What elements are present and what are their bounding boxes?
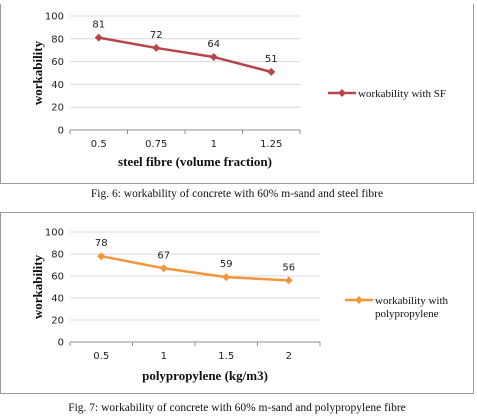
y-tick-label: 20 — [51, 316, 64, 327]
data-label: 72 — [150, 30, 163, 41]
legend-label: workability with SF — [358, 88, 446, 100]
data-point — [94, 33, 103, 42]
data-label: 56 — [282, 262, 295, 273]
y-axis-title: workability — [30, 40, 45, 105]
y-tick-label: 80 — [51, 34, 64, 45]
data-point — [209, 53, 218, 62]
data-label: 64 — [207, 39, 220, 50]
x-tick-label: 2 — [286, 351, 292, 362]
y-tick-label: 20 — [51, 103, 64, 114]
x-tick-label: 1 — [211, 139, 217, 150]
x-axis-title: polypropylene (kg/m3) — [142, 368, 268, 383]
x-tick-label: 0.5 — [93, 351, 109, 362]
y-tick-label: 0 — [58, 126, 64, 137]
data-point — [284, 276, 293, 285]
chart-frame-fig6 — [0, 0, 474, 184]
data-point — [97, 252, 106, 261]
y-tick-label: 60 — [51, 272, 64, 283]
y-tick-label: 0 — [58, 338, 64, 349]
series-line — [98, 36, 272, 74]
y-tick-label: 60 — [51, 57, 64, 68]
x-tick-label: 1.25 — [260, 139, 282, 150]
y-tick-label: 40 — [51, 80, 64, 91]
legend-swatch-marker — [355, 296, 363, 304]
data-point — [222, 273, 231, 282]
y-tick-label: 40 — [51, 294, 64, 305]
data-point — [267, 67, 276, 76]
y-tick-label: 80 — [51, 250, 64, 261]
data-label: 51 — [265, 54, 278, 65]
legend-label: workability with polypropylene — [375, 295, 449, 320]
chart-frame-fig7 — [0, 212, 474, 394]
legend-swatch-marker — [338, 89, 346, 97]
data-point — [159, 264, 168, 273]
data-label: 78 — [95, 238, 108, 249]
x-tick-label: 1 — [161, 351, 167, 362]
caption-fig6: Fig. 6: workability of concrete with 60%… — [90, 188, 384, 200]
x-tick-label: 0.5 — [91, 139, 107, 150]
series-line — [101, 254, 289, 282]
caption-fig7: Fig. 7: workability of concrete with 60%… — [68, 402, 406, 414]
data-label: 67 — [157, 250, 170, 261]
data-label: 81 — [92, 20, 105, 31]
x-axis-title: steel fibre (volume fraction) — [118, 154, 272, 169]
x-tick-label: 1.5 — [218, 351, 234, 362]
y-tick-label: 100 — [45, 228, 64, 239]
data-label: 59 — [220, 259, 233, 270]
y-tick-label: 100 — [45, 12, 64, 23]
page-top-edge — [0, 0, 477, 4]
data-point — [152, 43, 161, 52]
y-axis-title: workability — [30, 254, 45, 319]
x-tick-label: 0.75 — [145, 139, 167, 150]
